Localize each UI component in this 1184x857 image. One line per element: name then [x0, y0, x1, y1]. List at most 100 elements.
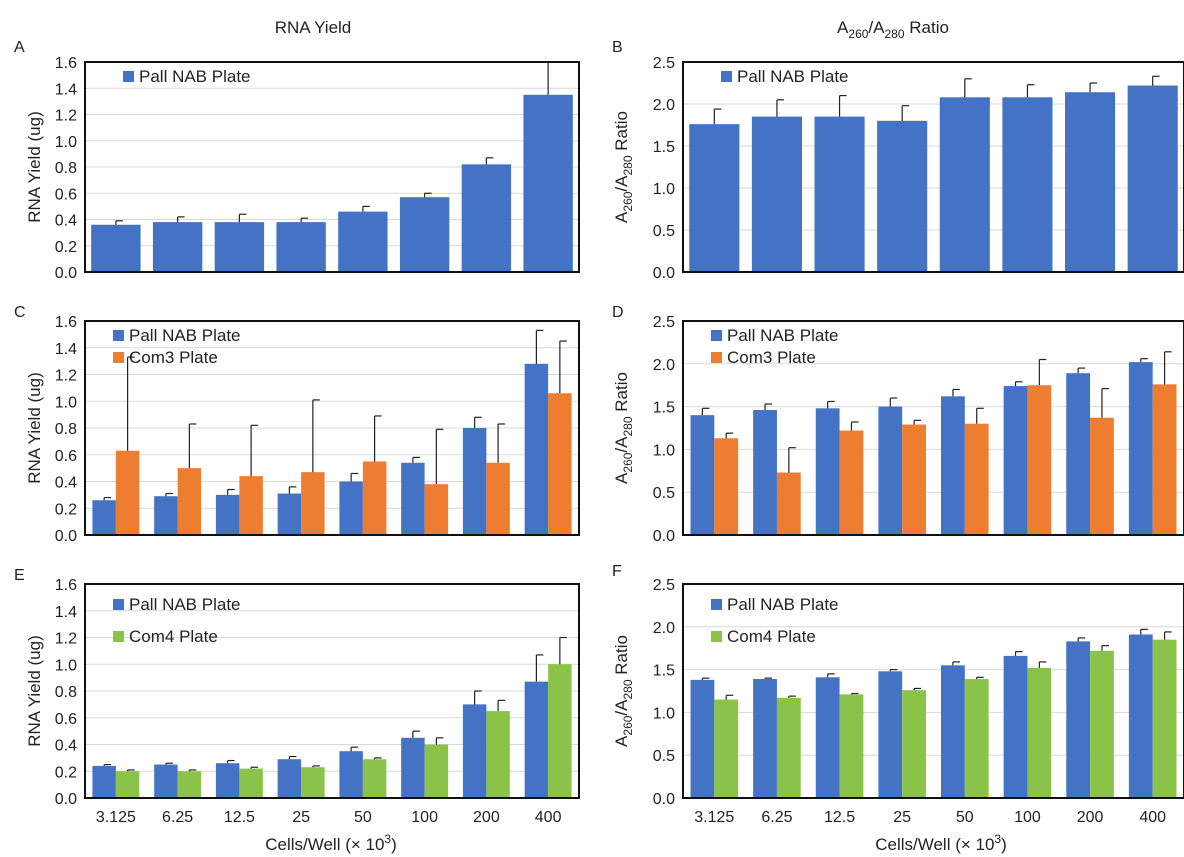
- x-tick-label: 50: [956, 809, 974, 826]
- bar: [1002, 97, 1053, 272]
- bar: [753, 679, 777, 798]
- panel-letter: D: [612, 304, 624, 321]
- y-tick-label: 2.0: [653, 357, 675, 374]
- panel-letter: A: [14, 39, 25, 56]
- bar: [753, 410, 777, 535]
- chart-panel-a: A 0.0 0.2 0.4 0.6 0.8 1.0 1.2 1.4 1.6 Pall NAB Pla…: [14, 39, 580, 282]
- bar: [689, 124, 740, 272]
- legend-label: Com3 Plate: [727, 348, 816, 367]
- legend-swatch: [711, 599, 722, 610]
- y-axis-label: A260/A280 Ratio: [612, 111, 635, 223]
- y-axis-label-part: A: [612, 211, 631, 223]
- x-tick-label: 100: [1014, 809, 1041, 826]
- bar: [1003, 386, 1028, 535]
- y-axis-label-part: 280: [621, 416, 635, 436]
- bar: [401, 462, 425, 535]
- bar: [154, 764, 178, 798]
- bar: [878, 406, 903, 535]
- legend-label: Pall NAB Plate: [737, 67, 849, 86]
- bar: [776, 697, 801, 798]
- y-tick-label: 1.0: [55, 394, 77, 411]
- y-tick-label: 0.5: [653, 485, 675, 502]
- bar: [424, 484, 449, 535]
- legend-item: Com3 Plate: [113, 348, 218, 367]
- legend-item: Pall NAB Plate: [711, 326, 839, 345]
- bar: [277, 759, 302, 798]
- legend-swatch: [113, 599, 124, 610]
- y-tick-label: 0.6: [55, 186, 77, 203]
- y-tick-label: 0.2: [55, 501, 77, 518]
- bar: [154, 496, 178, 535]
- y-tick-label: 0.0: [653, 265, 675, 282]
- bar: [362, 759, 387, 798]
- bar: [524, 681, 549, 798]
- bar: [462, 428, 487, 535]
- bar: [177, 468, 202, 535]
- bar: [91, 224, 141, 272]
- bar: [1127, 85, 1178, 273]
- bar: [839, 694, 864, 798]
- bar: [1065, 92, 1116, 273]
- bar: [152, 222, 203, 272]
- legend-item: Pall NAB Plate: [113, 595, 241, 614]
- y-tick-label: 0.5: [653, 223, 675, 240]
- panel-letter: C: [14, 304, 26, 321]
- xaxis-title-left: Cells/Well (× 103): [265, 832, 397, 854]
- bar: [177, 771, 202, 798]
- bar: [338, 211, 388, 272]
- bar: [1152, 639, 1177, 798]
- x-tick-label: 200: [473, 809, 500, 826]
- plot-frame: [84, 583, 580, 799]
- chart-panel-b: B 0.0 0.5 1.0 1.5 2.0 2.5 Pall NAB Plate A260/A2…: [612, 39, 1184, 282]
- legend-item: Pall NAB Plate: [721, 67, 849, 86]
- bar: [1090, 417, 1114, 535]
- y-tick-label: 0.0: [653, 528, 675, 545]
- bar: [1090, 650, 1114, 798]
- bar: [214, 222, 265, 272]
- bar: [878, 671, 903, 798]
- x-tick-label: 200: [1077, 809, 1104, 826]
- legend-item: Com3 Plate: [711, 348, 816, 367]
- x-tick-label: 6.25: [761, 809, 792, 826]
- xaxis-title-right: Cells/Well (× 103): [875, 832, 1007, 854]
- chart-panel-c: C 0.0 0.2 0.4 0.6 0.8 1.0 1.2 1.4 1.6 Pall NAB Pla…: [14, 304, 580, 545]
- bar: [215, 763, 240, 798]
- bar: [714, 699, 739, 798]
- legend-swatch: [711, 631, 722, 642]
- y-tick-label: 1.2: [55, 631, 77, 648]
- y-axis-label-part: 280: [621, 155, 635, 175]
- y-tick-label: 1.0: [55, 657, 77, 674]
- bar: [1066, 641, 1091, 798]
- panels-group: A 0.0 0.2 0.4 0.6 0.8 1.0 1.2 1.4 1.6 Pall NAB Pla…: [14, 39, 1184, 826]
- bar: [362, 461, 387, 535]
- legend-swatch: [711, 352, 722, 363]
- y-axis-label-part: /A: [612, 436, 631, 453]
- y-axis-label-part: Ratio: [612, 111, 631, 155]
- y-tick-label: 2.5: [653, 55, 675, 72]
- panel-letter: B: [612, 39, 623, 56]
- bar: [690, 415, 715, 535]
- bar: [751, 116, 802, 272]
- y-tick-label: 0.6: [55, 448, 77, 465]
- x-tick-label: 3.125: [694, 809, 734, 826]
- y-tick-label: 1.2: [55, 368, 77, 385]
- y-axis-label: RNA Yield (ug): [25, 111, 44, 223]
- bar: [941, 396, 965, 535]
- y-axis-label-part: /A: [612, 699, 631, 716]
- chart-panel-e: E 0.0 0.2 0.4 0.6 0.8 1.0 1.2 1.4 1.6 3.125 6.25 12.…: [14, 567, 580, 826]
- bar: [814, 116, 865, 272]
- column-title-ratio: A260/A280 Ratio: [837, 18, 949, 41]
- y-tick-label: 1.0: [653, 705, 675, 722]
- bar: [462, 704, 487, 798]
- y-axis-label-part: A: [612, 735, 631, 747]
- bar: [239, 768, 263, 798]
- legend-label: Pall NAB Plate: [129, 326, 241, 345]
- y-axis-label-part: /A: [612, 175, 631, 192]
- legend-item: Pall NAB Plate: [113, 326, 241, 345]
- y-axis-label-part: 260: [621, 452, 635, 472]
- y-axis-label-part: 260: [621, 715, 635, 735]
- y-axis-label-part: A: [612, 472, 631, 484]
- y-tick-label: 0.0: [55, 265, 77, 282]
- bar: [939, 97, 990, 272]
- y-tick-label: 0.4: [55, 738, 77, 755]
